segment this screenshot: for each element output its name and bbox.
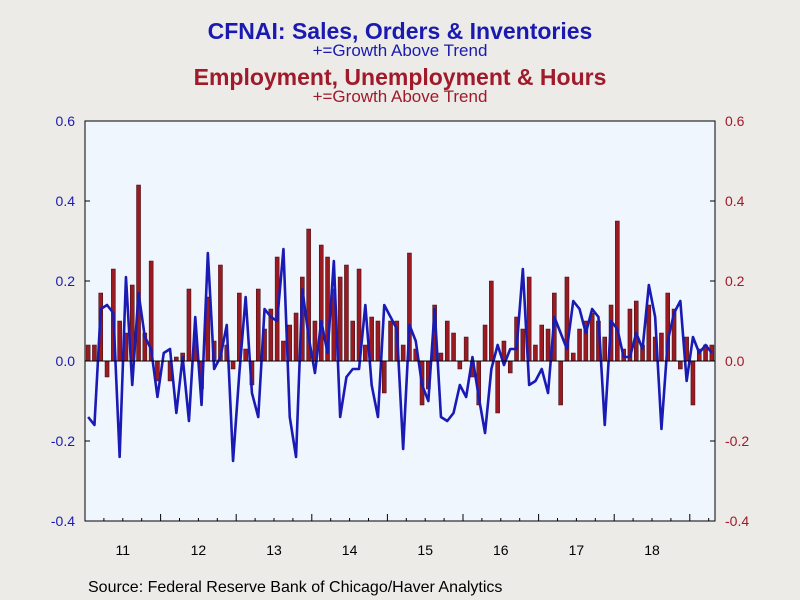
bar	[570, 352, 576, 362]
x-tick-label: 13	[266, 542, 282, 558]
series-line-sales-orders-inventories	[87, 247, 713, 463]
bar	[337, 276, 343, 362]
bar	[375, 320, 381, 362]
bar	[438, 352, 444, 362]
bar	[507, 360, 513, 374]
bar	[589, 312, 595, 362]
bar	[659, 332, 664, 362]
bar	[444, 320, 450, 362]
bar	[690, 360, 696, 406]
bar	[463, 336, 469, 362]
bar	[136, 184, 141, 362]
bar	[495, 360, 500, 414]
y-tick-label-left: 0.0	[56, 353, 76, 369]
plot-area	[85, 121, 715, 521]
bar	[482, 324, 488, 362]
bar	[243, 348, 248, 362]
bar	[92, 344, 97, 362]
y-tick-label-right: -0.2	[725, 433, 749, 449]
bar	[350, 320, 356, 362]
bar	[174, 356, 179, 362]
bar	[85, 344, 91, 362]
source-note: Source: Federal Reserve Bank of Chicago/…	[88, 579, 503, 596]
chart-title-1: CFNAI: Sales, Orders & Inventories	[207, 18, 593, 44]
bar	[558, 360, 563, 406]
chart-title-2: Employment, Unemployment & Hours	[193, 64, 607, 90]
bar	[117, 320, 122, 362]
bar	[678, 360, 683, 370]
bar	[457, 360, 463, 370]
bar	[381, 360, 387, 394]
y-tick-label-left: -0.4	[51, 513, 75, 529]
bar	[281, 340, 286, 362]
bar	[363, 344, 368, 362]
y-tick-label-left: 0.6	[56, 113, 76, 129]
bar	[577, 328, 582, 362]
bar	[400, 344, 406, 362]
bar	[539, 324, 545, 362]
bar	[646, 304, 652, 362]
y-tick-label-right: 0.4	[725, 193, 745, 209]
x-tick-label: 11	[116, 542, 131, 558]
bar	[318, 244, 324, 362]
x-tick-label: 12	[191, 542, 207, 558]
bar	[344, 264, 349, 362]
x-tick-label: 15	[417, 542, 433, 558]
bar	[633, 300, 639, 362]
y-tick-label-right: 0.2	[725, 273, 745, 289]
chart-subtitle-2: +=Growth Above Trend	[312, 87, 488, 106]
bar	[545, 328, 551, 362]
y-tick-label-left: 0.2	[56, 273, 76, 289]
x-tick-label: 16	[493, 542, 509, 558]
bar	[533, 344, 538, 362]
y-tick-label-right: 0.0	[725, 353, 745, 369]
plot-frame	[84, 120, 716, 522]
bar	[451, 332, 456, 362]
y-tick-label-left: 0.4	[56, 193, 76, 209]
x-tick-label: 14	[342, 542, 358, 558]
bar	[230, 360, 236, 370]
y-tick-label-right: -0.4	[725, 513, 749, 529]
x-tick-label: 17	[569, 542, 585, 558]
x-tick-label: 18	[644, 542, 660, 558]
y-tick-label-left: -0.2	[51, 433, 75, 449]
bar	[186, 288, 192, 362]
y-tick-label-right: 0.6	[725, 113, 745, 129]
chart-subtitle-1: +=Growth Above Trend	[312, 41, 488, 60]
bar	[104, 360, 110, 378]
bar	[293, 312, 299, 362]
bar	[602, 336, 608, 362]
bar	[520, 328, 526, 362]
bar	[489, 280, 494, 362]
bar	[255, 288, 261, 362]
bar	[388, 320, 393, 362]
